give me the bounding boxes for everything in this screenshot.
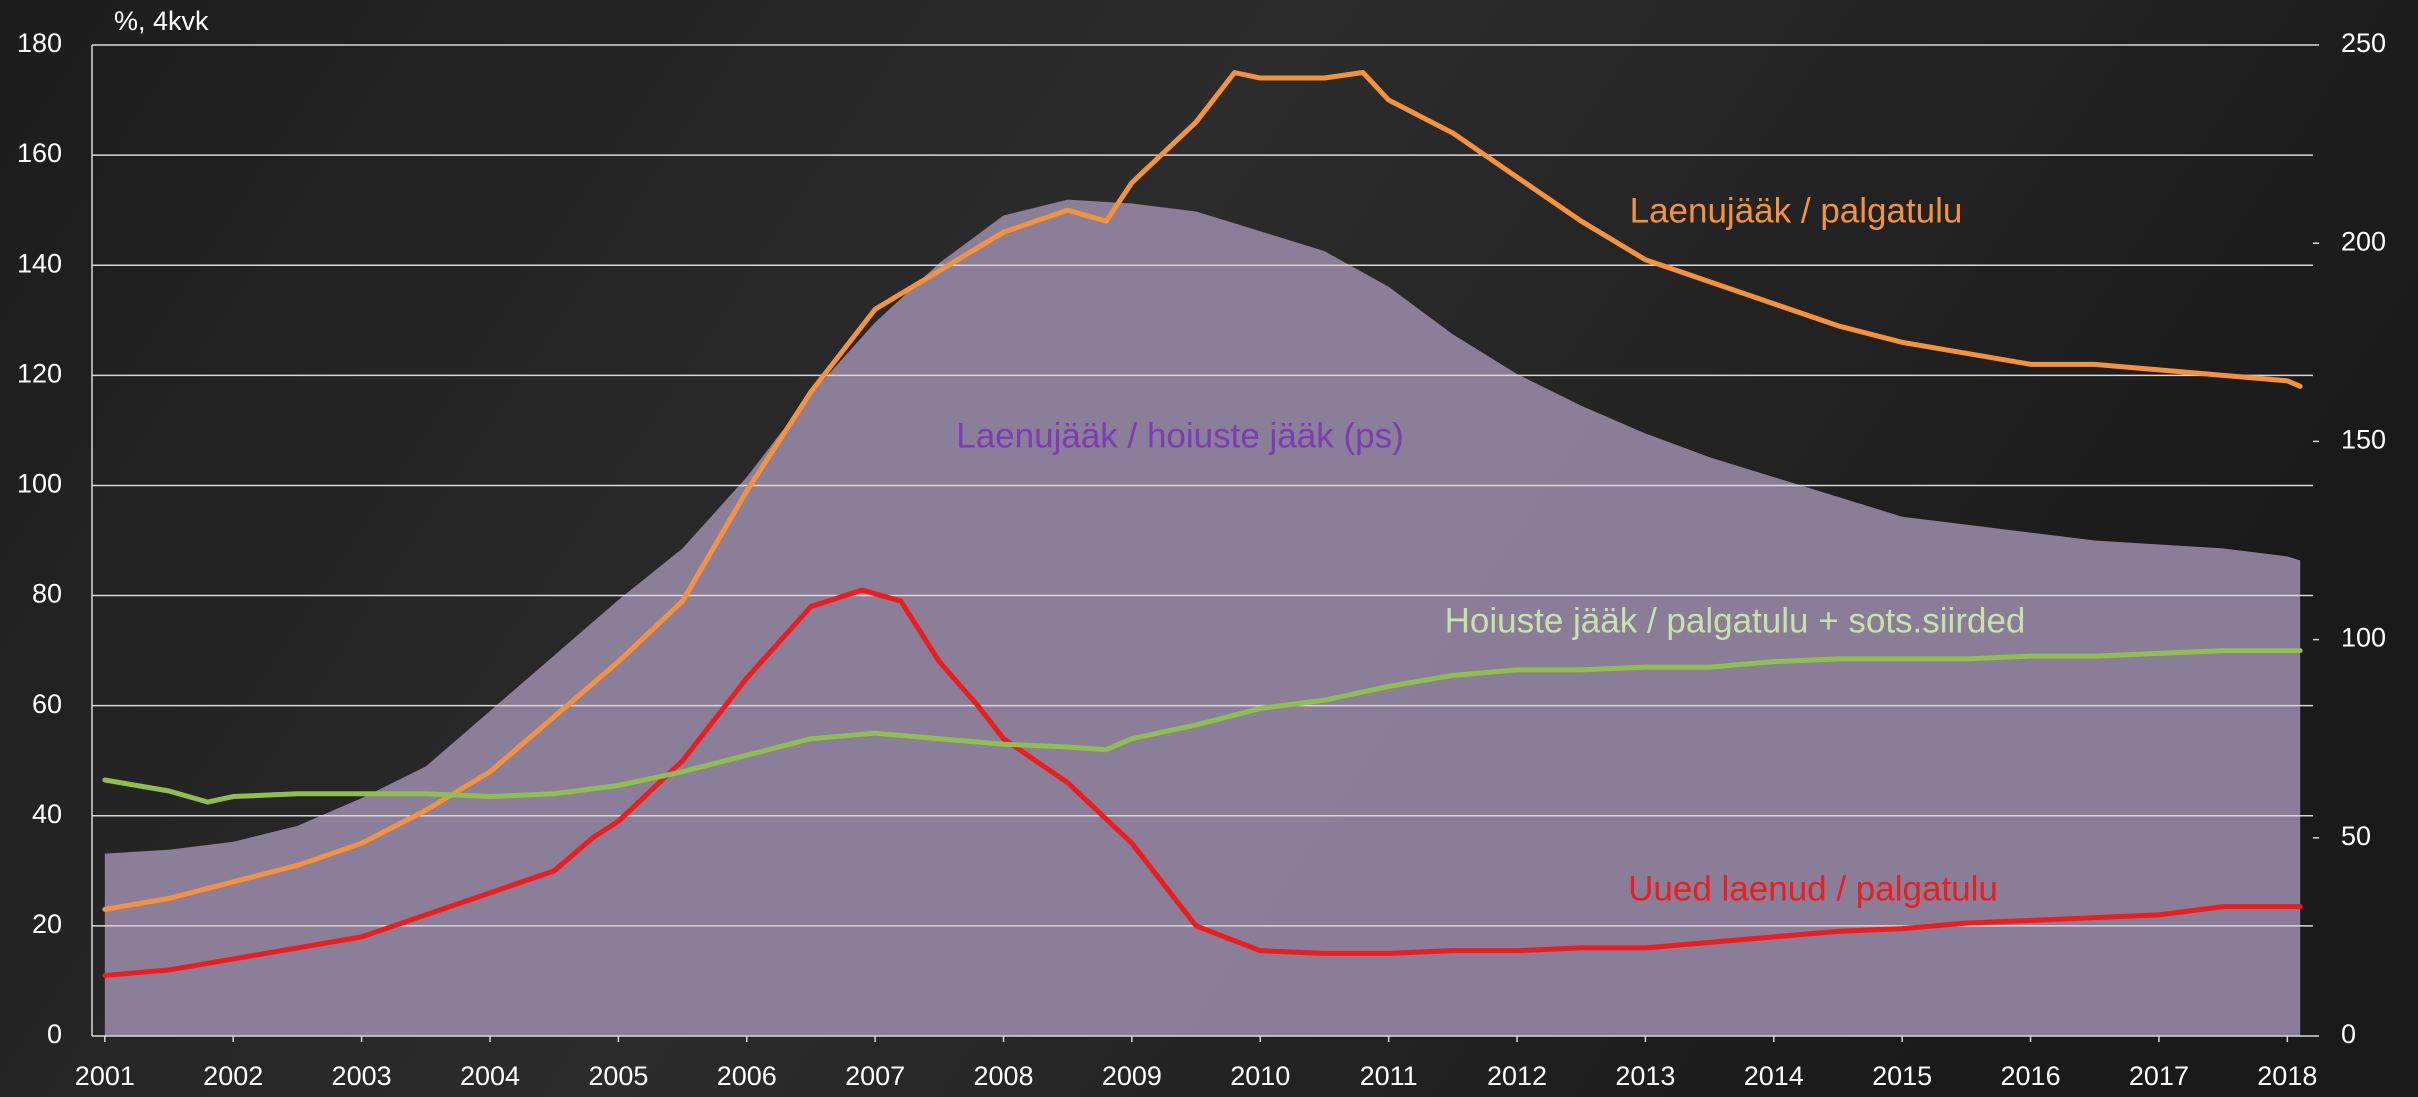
x-tick-label: 2015 [1872, 1061, 1932, 1091]
x-tick-label: 2006 [717, 1061, 777, 1091]
y-tick-label: 40 [32, 799, 62, 829]
y-tick-label: 140 [17, 248, 62, 278]
line [102, 70, 2303, 912]
line [102, 648, 2303, 805]
series-label: Laenujääk / palgatulu [1630, 191, 1963, 230]
y-axis-label: %, 4kvk [114, 6, 209, 36]
x-tick-label: 2016 [2001, 1061, 2061, 1091]
y-tick-label: 100 [17, 469, 62, 499]
x-tick-label: 2018 [2257, 1061, 2317, 1091]
y-tick-label: 180 [17, 28, 62, 58]
x-tick-label: 2005 [588, 1061, 648, 1091]
y-tick-label: 120 [17, 358, 62, 388]
y2-tick-label: 250 [2341, 28, 2386, 58]
line [102, 587, 2303, 978]
x-tick-label: 2003 [332, 1061, 392, 1091]
x-tick-label: 2010 [1230, 1061, 1290, 1091]
y2-tick-label: 100 [2341, 623, 2386, 653]
x-tick-label: 2001 [75, 1061, 135, 1091]
series-label: Laenujääk / hoiuste jääk (ps) [956, 416, 1404, 455]
series-label: Hoiuste jääk / palgatulu + sots.siirded [1445, 601, 2026, 640]
x-tick-label: 2014 [1744, 1061, 1804, 1091]
x-tick-label: 2017 [2129, 1061, 2189, 1091]
series-label: Uued laenud / palgatulu [1628, 869, 1998, 908]
x-tick-label: 2011 [1360, 1061, 1418, 1091]
area [104, 199, 2301, 1036]
y-tick-label: 20 [32, 909, 62, 939]
y-tick-label: 0 [47, 1019, 62, 1049]
y2-tick-label: 0 [2341, 1019, 2356, 1049]
x-tick-label: 2004 [460, 1061, 520, 1091]
x-tick-label: 2012 [1487, 1061, 1547, 1091]
y2-tick-label: 150 [2341, 425, 2386, 455]
x-tick-label: 2009 [1102, 1061, 1162, 1091]
x-tick-label: 2008 [973, 1061, 1033, 1091]
y-tick-label: 160 [17, 138, 62, 168]
y-tick-label: 60 [32, 689, 62, 719]
x-tick-label: 2002 [203, 1061, 263, 1091]
x-tick-label: 2013 [1615, 1061, 1675, 1091]
y2-tick-label: 50 [2341, 821, 2371, 851]
y-tick-label: 80 [32, 579, 62, 609]
x-tick-label: 2007 [845, 1061, 905, 1091]
y2-tick-label: 200 [2341, 226, 2386, 256]
